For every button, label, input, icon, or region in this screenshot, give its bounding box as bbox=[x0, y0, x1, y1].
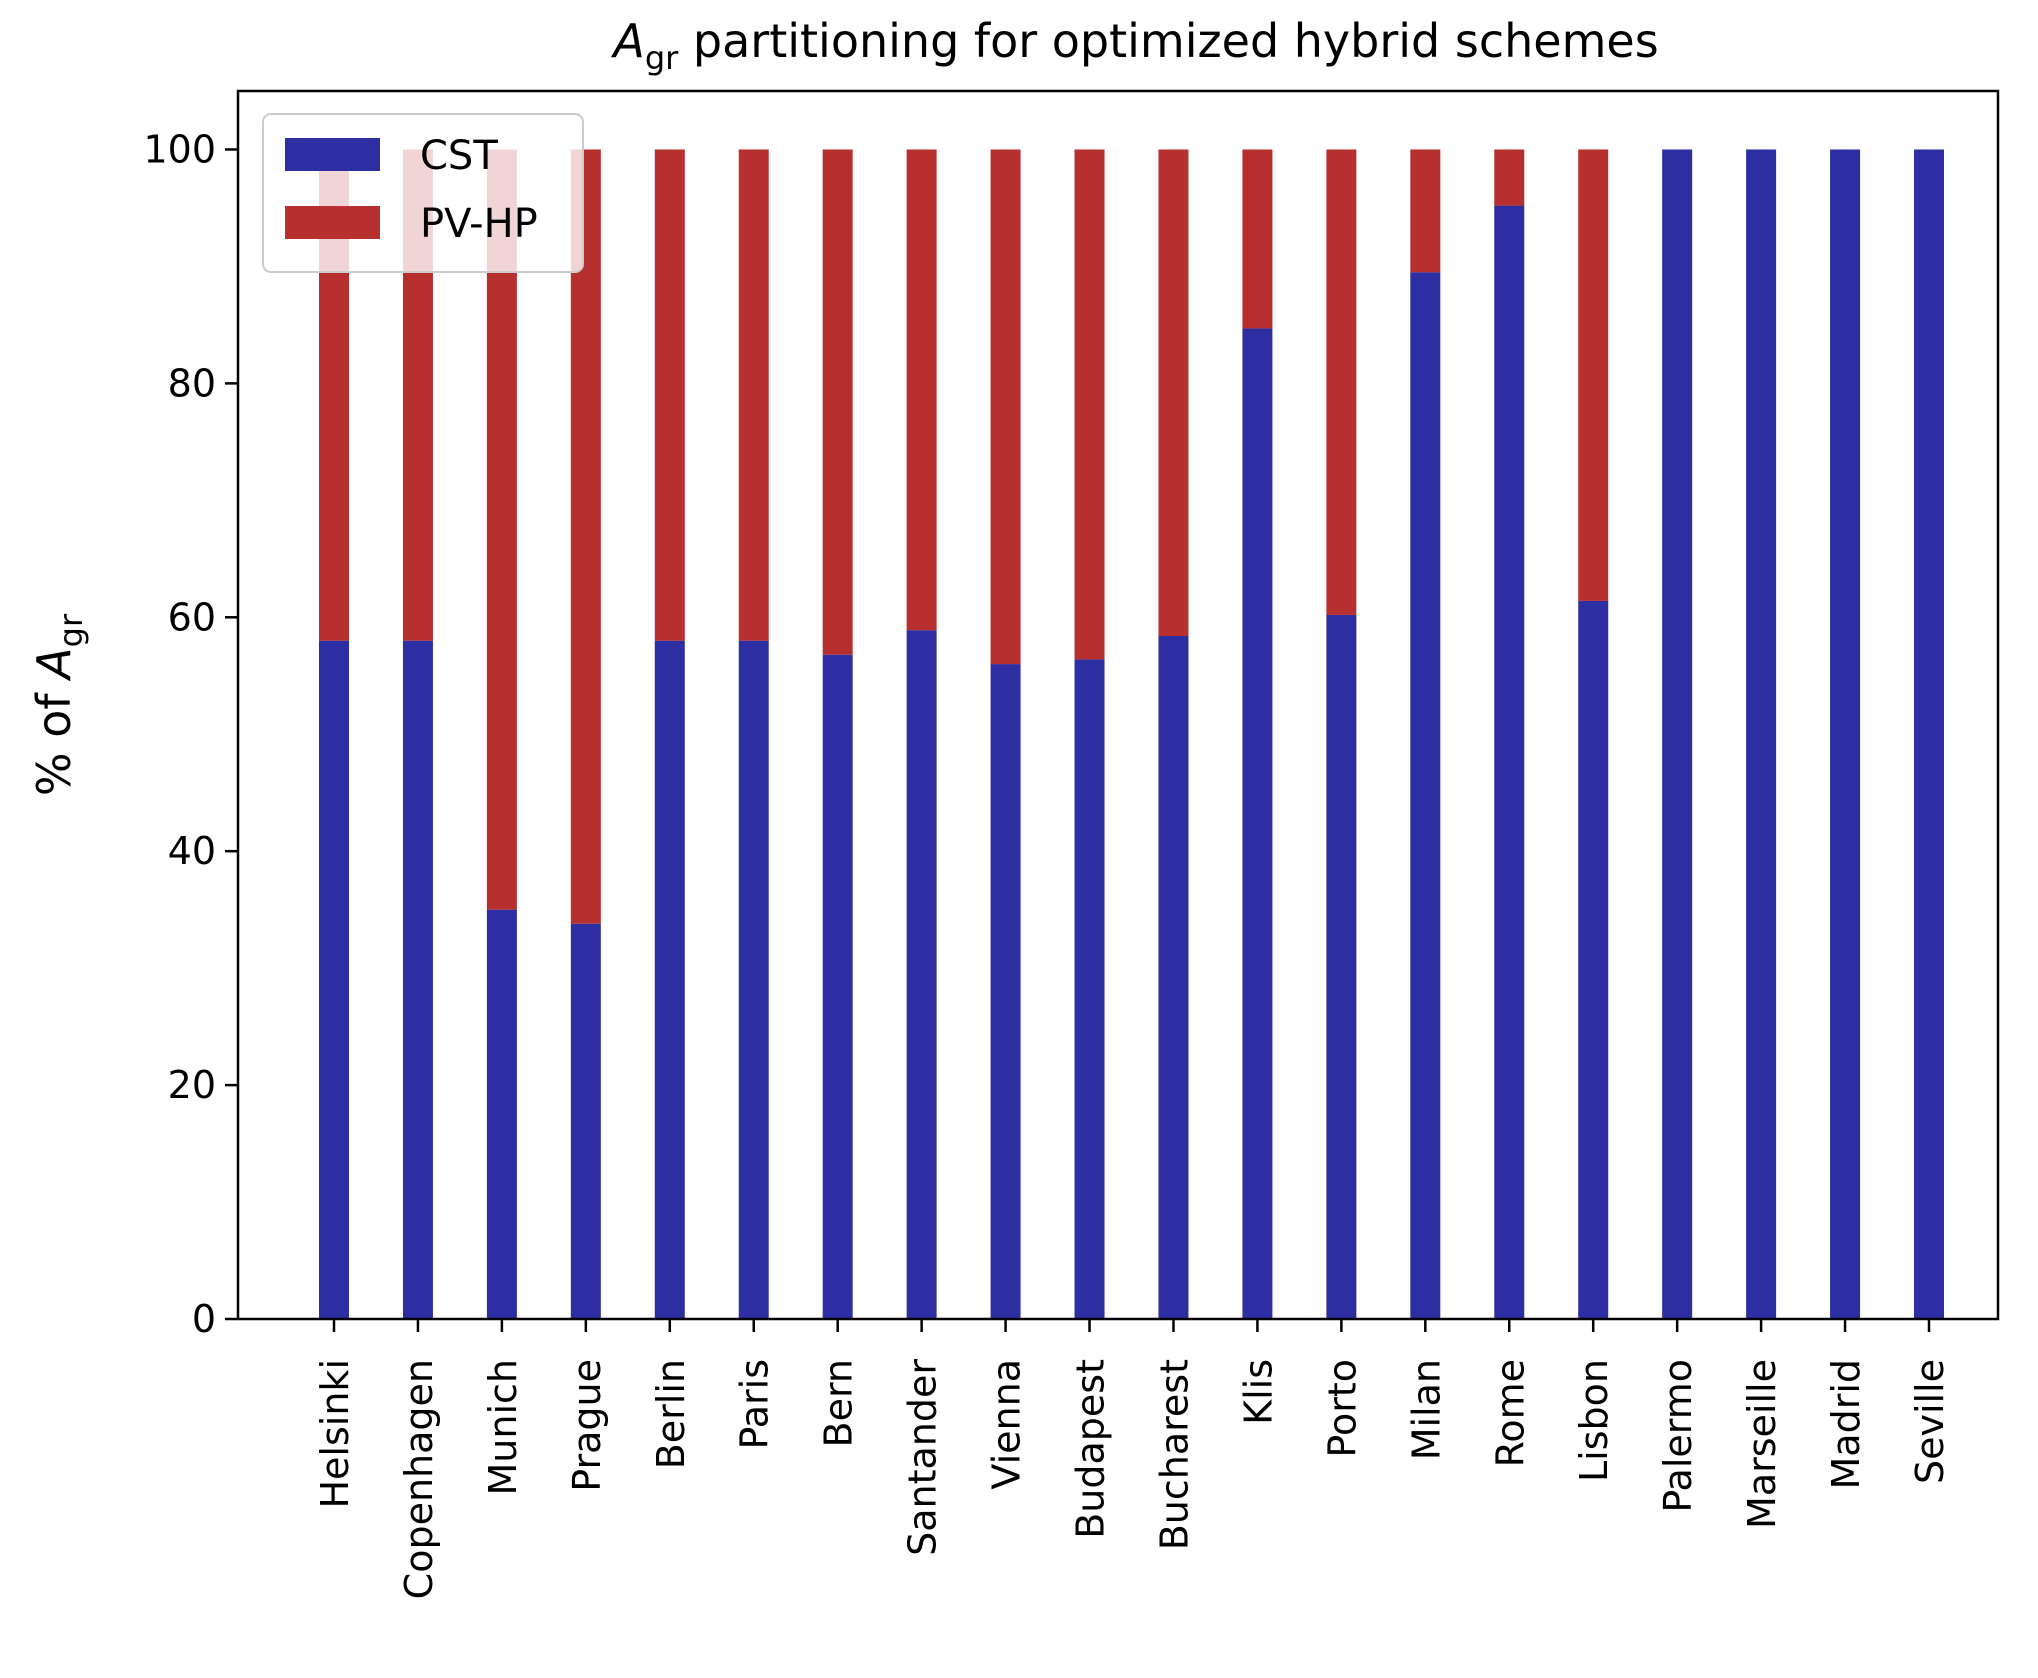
bar-pv-hp-milan bbox=[1410, 149, 1441, 273]
bar-cst-bucharest bbox=[1158, 636, 1189, 1319]
bar-pv-hp-vienna bbox=[990, 149, 1021, 665]
bar-cst-palermo bbox=[1662, 149, 1693, 1320]
bar-cst-santander bbox=[906, 630, 937, 1319]
bar-cst-madrid bbox=[1830, 149, 1861, 1320]
bar-cst-klis bbox=[1242, 328, 1273, 1319]
bar-cst-seville bbox=[1914, 149, 1944, 1320]
bar-pv-hp-paris bbox=[738, 149, 769, 641]
bar-cst-helsinki bbox=[319, 640, 349, 1319]
bar-cst-bern bbox=[822, 654, 853, 1319]
x-tick-label-seville: Seville bbox=[1908, 1359, 1952, 1484]
y-axis-label: % of Agr bbox=[27, 613, 90, 796]
x-tick-label-munich: Munich bbox=[481, 1359, 525, 1496]
x-axis: Helsinki Copenhagen Munich Prague Berlin Pari… bbox=[313, 1319, 1952, 1599]
y-tick-label-80: 80 bbox=[168, 361, 216, 405]
bar-pv-hp-prague bbox=[570, 149, 601, 924]
bar-cst-berlin bbox=[654, 640, 685, 1319]
x-tick-label-porto: Porto bbox=[1320, 1359, 1364, 1458]
bar-pv-hp-rome bbox=[1494, 149, 1525, 206]
x-tick-label-rome: Rome bbox=[1488, 1359, 1532, 1467]
legend: CST PV-HP bbox=[262, 113, 584, 273]
y-tick-label-100: 100 bbox=[143, 127, 216, 171]
y-axis: 0 20 40 60 80 100 bbox=[143, 127, 238, 1341]
legend-swatch-pv-hp bbox=[285, 206, 380, 239]
x-tick-label-lisbon: Lisbon bbox=[1572, 1359, 1616, 1482]
x-tick-label-copenhagen: Copenhagen bbox=[397, 1359, 441, 1599]
bar-cst-prague bbox=[570, 923, 601, 1319]
y-tick-label-60: 60 bbox=[168, 595, 216, 639]
bar-cst-budapest bbox=[1074, 659, 1105, 1319]
x-tick-label-milan: Milan bbox=[1404, 1359, 1448, 1460]
x-tick-label-helsinki: Helsinki bbox=[313, 1359, 357, 1509]
x-tick-label-berlin: Berlin bbox=[649, 1359, 693, 1469]
x-tick-label-klis: Klis bbox=[1236, 1359, 1280, 1425]
bar-cst-porto bbox=[1326, 614, 1357, 1319]
bar-pv-hp-porto bbox=[1326, 149, 1357, 615]
bar-pv-hp-munich bbox=[486, 149, 517, 910]
legend-label-cst: CST bbox=[420, 133, 498, 179]
y-tick-label-20: 20 bbox=[168, 1063, 216, 1107]
x-tick-label-budapest: Budapest bbox=[1069, 1359, 1113, 1539]
bar-pv-hp-santander bbox=[906, 149, 937, 631]
bar-pv-hp-berlin bbox=[654, 149, 685, 641]
bar-cst-rome bbox=[1494, 205, 1525, 1320]
legend-swatch-cst bbox=[285, 138, 380, 171]
x-tick-label-marseille: Marseille bbox=[1740, 1359, 1784, 1529]
y-tick-label-40: 40 bbox=[168, 829, 216, 873]
bars-layer bbox=[319, 149, 1944, 1320]
x-tick-label-palermo: Palermo bbox=[1656, 1359, 1700, 1513]
bar-cst-milan bbox=[1410, 272, 1441, 1319]
chart-title: Agr partitioning for optimized hybrid sc… bbox=[610, 14, 1658, 77]
bar-pv-hp-budapest bbox=[1074, 149, 1105, 660]
bar-cst-lisbon bbox=[1578, 600, 1609, 1319]
bar-pv-hp-lisbon bbox=[1578, 149, 1609, 601]
bar-cst-marseille bbox=[1746, 149, 1777, 1320]
bar-cst-paris bbox=[738, 640, 769, 1319]
x-tick-label-paris: Paris bbox=[733, 1359, 777, 1449]
bar-cst-copenhagen bbox=[402, 640, 433, 1319]
x-tick-label-prague: Prague bbox=[565, 1359, 609, 1492]
bar-cst-vienna bbox=[990, 664, 1021, 1319]
plot-frame bbox=[236, 89, 2000, 1321]
x-tick-label-santander: Santander bbox=[901, 1359, 945, 1556]
x-tick-label-bucharest: Bucharest bbox=[1152, 1359, 1196, 1550]
bar-pv-hp-bucharest bbox=[1158, 149, 1189, 637]
x-tick-label-vienna: Vienna bbox=[985, 1359, 1029, 1490]
x-tick-label-madrid: Madrid bbox=[1824, 1359, 1868, 1490]
bar-pv-hp-bern bbox=[822, 149, 853, 655]
bar-pv-hp-klis bbox=[1242, 149, 1273, 329]
legend-label-pv-hp: PV-HP bbox=[420, 201, 538, 247]
x-tick-label-bern: Bern bbox=[817, 1359, 861, 1448]
y-tick-label-0: 0 bbox=[192, 1297, 216, 1341]
bar-cst-munich bbox=[486, 909, 517, 1319]
